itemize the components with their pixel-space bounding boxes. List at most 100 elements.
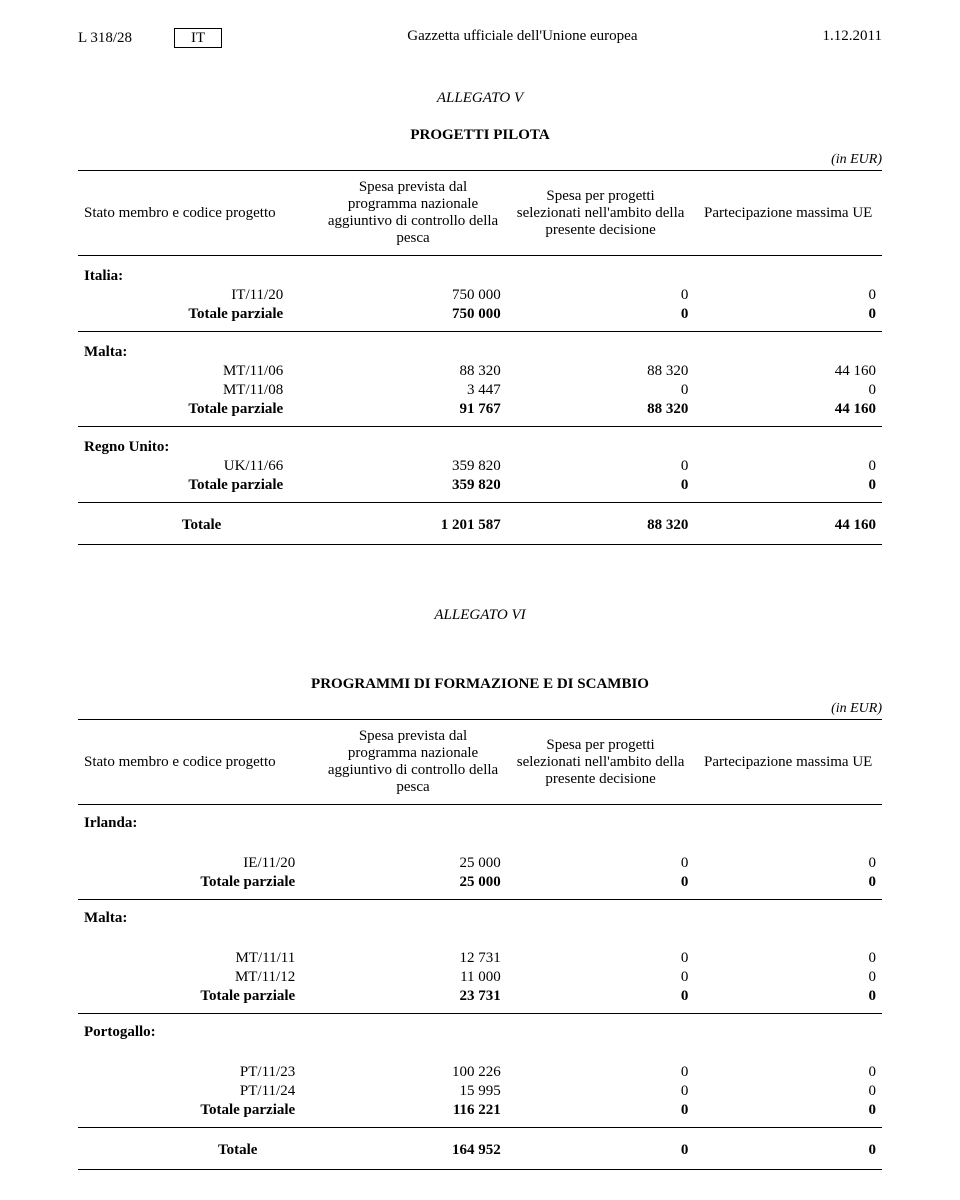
cell: 0 <box>507 286 695 305</box>
cell: 0 <box>694 1101 882 1128</box>
row-label: MT/11/11 <box>78 949 319 968</box>
cell: 0 <box>507 305 695 332</box>
partial-row: Totale parziale 750 000 0 0 <box>78 305 882 332</box>
cell: 44 160 <box>694 503 882 545</box>
cell: 11 000 <box>319 968 507 987</box>
partial-label: Totale parziale <box>78 400 319 427</box>
partial-row: Totale parziale 91 767 88 320 44 160 <box>78 400 882 427</box>
partial-label: Totale parziale <box>78 476 319 503</box>
cell: 0 <box>507 854 695 873</box>
cell: 0 <box>507 873 695 900</box>
country-name: Malta: <box>78 332 882 363</box>
header-lang-box: IT <box>174 28 222 48</box>
cell: 359 820 <box>319 476 507 503</box>
country-name: Regno Unito: <box>78 427 882 458</box>
col-header: Stato membro e codice progetto <box>78 171 319 256</box>
table-row: MT/11/06 88 320 88 320 44 160 <box>78 362 882 381</box>
country-name: Portogallo: <box>78 1014 882 1052</box>
partial-label: Totale parziale <box>78 1101 319 1128</box>
row-label: PT/11/24 <box>78 1082 319 1101</box>
col-header: Partecipazione massima UE <box>694 171 882 256</box>
page-header: L 318/28 IT Gazzetta ufficiale dell'Unio… <box>78 28 882 48</box>
cell: 116 221 <box>319 1101 507 1128</box>
allegato-vi-unit: (in EUR) <box>78 701 882 717</box>
col-header: Spesa prevista dal programma nazionale a… <box>319 720 507 805</box>
cell: 0 <box>507 987 695 1014</box>
cell: 0 <box>694 854 882 873</box>
col-header: Spesa prevista dal programma nazionale a… <box>319 171 507 256</box>
cell: 0 <box>507 1101 695 1128</box>
header-right: 1.12.2011 <box>823 28 882 45</box>
cell: 750 000 <box>319 305 507 332</box>
cell: 12 731 <box>319 949 507 968</box>
cell: 0 <box>507 381 695 400</box>
allegato-vi-table: Stato membro e codice progetto Spesa pre… <box>78 719 882 1170</box>
cell: 0 <box>507 457 695 476</box>
col-header: Stato membro e codice progetto <box>78 720 319 805</box>
cell: 0 <box>694 381 882 400</box>
col-header: Partecipazione massima UE <box>694 720 882 805</box>
table-row: IT/11/20 750 000 0 0 <box>78 286 882 305</box>
row-label: PT/11/23 <box>78 1063 319 1082</box>
allegato-vi-heading: ALLEGATO VI <box>78 607 882 624</box>
table-row: MT/11/12 11 000 0 0 <box>78 968 882 987</box>
cell: 88 320 <box>507 400 695 427</box>
cell: 0 <box>694 286 882 305</box>
cell: 0 <box>507 476 695 503</box>
cell: 23 731 <box>319 987 507 1014</box>
row-label: IE/11/20 <box>78 854 319 873</box>
cell: 44 160 <box>694 362 882 381</box>
cell: 100 226 <box>319 1063 507 1082</box>
cell: 0 <box>694 873 882 900</box>
cell: 25 000 <box>319 854 507 873</box>
table-row: IE/11/20 25 000 0 0 <box>78 854 882 873</box>
table-row: PT/11/24 15 995 0 0 <box>78 1082 882 1101</box>
cell: 0 <box>694 987 882 1014</box>
partial-row: Totale parziale 23 731 0 0 <box>78 987 882 1014</box>
cell: 44 160 <box>694 400 882 427</box>
cell: 88 320 <box>319 362 507 381</box>
partial-row: Totale parziale 25 000 0 0 <box>78 873 882 900</box>
header-center: Gazzetta ufficiale dell'Unione europea <box>407 28 637 45</box>
total-row: Totale 164 952 0 0 <box>78 1128 882 1170</box>
row-label: MT/11/06 <box>78 362 319 381</box>
partial-label: Totale parziale <box>78 305 319 332</box>
header-left: L 318/28 <box>78 30 132 47</box>
cell: 0 <box>507 1063 695 1082</box>
cell: 0 <box>694 457 882 476</box>
cell: 0 <box>694 949 882 968</box>
cell: 88 320 <box>507 503 695 545</box>
cell: 164 952 <box>319 1128 507 1170</box>
cell: 750 000 <box>319 286 507 305</box>
partial-row: Totale parziale 116 221 0 0 <box>78 1101 882 1128</box>
row-label: MT/11/12 <box>78 968 319 987</box>
cell: 0 <box>694 968 882 987</box>
allegato-v-heading: ALLEGATO V <box>78 90 882 107</box>
cell: 0 <box>694 305 882 332</box>
row-label: IT/11/20 <box>78 286 319 305</box>
cell: 359 820 <box>319 457 507 476</box>
country-name: Malta: <box>78 900 882 938</box>
cell: 15 995 <box>319 1082 507 1101</box>
cell: 3 447 <box>319 381 507 400</box>
col-header: Spesa per progetti selezionati nell'ambi… <box>507 171 695 256</box>
cell: 0 <box>507 949 695 968</box>
partial-label: Totale parziale <box>78 987 319 1014</box>
cell: 0 <box>694 1063 882 1082</box>
partial-row: Totale parziale 359 820 0 0 <box>78 476 882 503</box>
cell: 1 201 587 <box>319 503 507 545</box>
col-header: Spesa per progetti selezionati nell'ambi… <box>507 720 695 805</box>
allegato-vi-title: PROGRAMMI DI FORMAZIONE E DI SCAMBIO <box>78 676 882 693</box>
allegato-v-unit: (in EUR) <box>78 152 882 168</box>
cell: 0 <box>694 476 882 503</box>
allegato-v-table: Stato membro e codice progetto Spesa pre… <box>78 170 882 545</box>
cell: 25 000 <box>319 873 507 900</box>
cell: 0 <box>694 1082 882 1101</box>
table-row: MT/11/11 12 731 0 0 <box>78 949 882 968</box>
total-row: Totale 1 201 587 88 320 44 160 <box>78 503 882 545</box>
cell: 91 767 <box>319 400 507 427</box>
total-label: Totale <box>78 1128 319 1170</box>
cell: 0 <box>507 1128 695 1170</box>
table-row: PT/11/23 100 226 0 0 <box>78 1063 882 1082</box>
allegato-v-title: PROGETTI PILOTA <box>78 127 882 144</box>
